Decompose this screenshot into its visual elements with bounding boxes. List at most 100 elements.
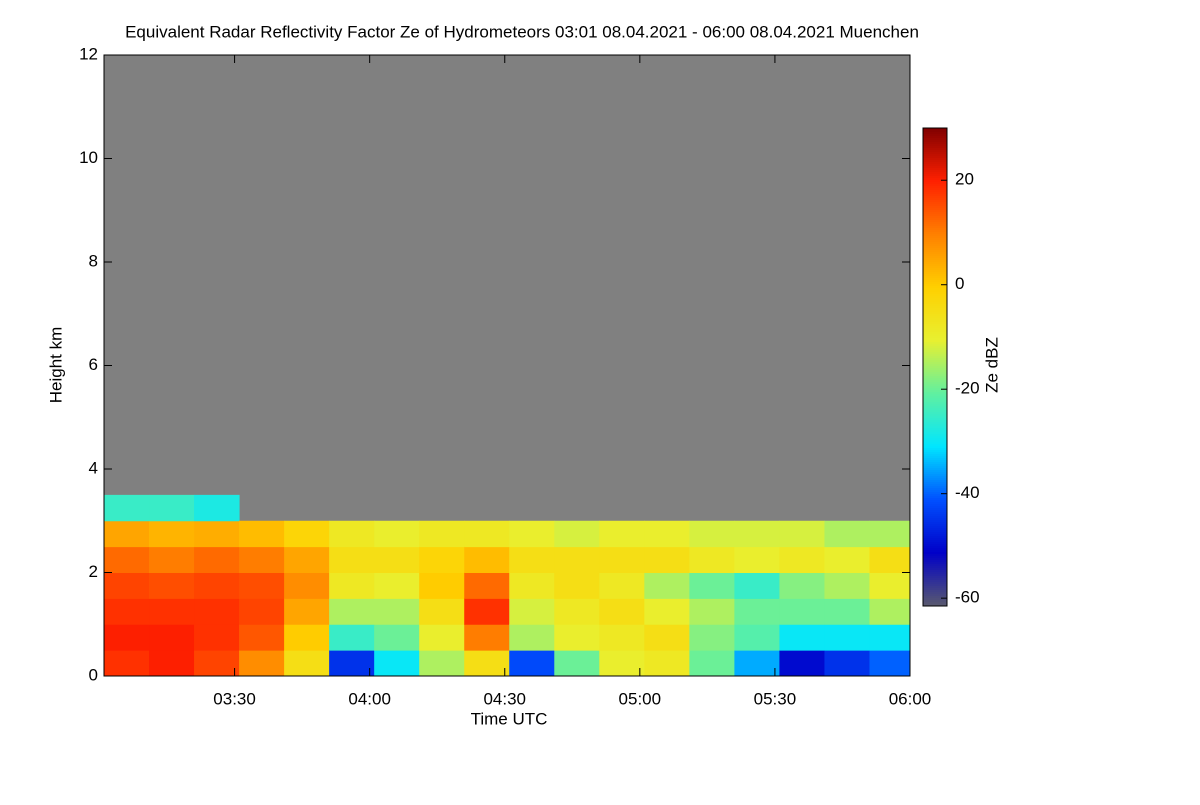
colorbar-swatch — [923, 372, 947, 375]
heatmap-cell — [734, 520, 780, 548]
heatmap-cell — [509, 520, 555, 548]
heatmap-cell — [329, 650, 375, 676]
heatmap-cell — [824, 598, 870, 625]
colorbar-swatch — [923, 306, 947, 309]
colorbar-swatch — [923, 332, 947, 335]
colorbar-frame — [922, 127, 948, 607]
y-axis-label: Height km — [46, 327, 65, 404]
heatmap-cell — [284, 598, 330, 625]
heatmap-cell — [734, 624, 780, 651]
heatmap-cell — [779, 520, 825, 548]
colorbar-swatch — [923, 408, 947, 411]
heatmap-cell — [734, 598, 780, 625]
colorbar-swatch — [923, 524, 947, 527]
colorbar-swatch — [923, 360, 947, 363]
colorbar-swatch — [923, 460, 947, 463]
colorbar-swatch — [923, 484, 947, 487]
heatmap-cell — [104, 598, 150, 625]
x-tick-label: 05:00 — [619, 689, 662, 708]
colorbar-swatch — [923, 324, 947, 327]
colorbar-swatch — [923, 150, 947, 153]
colorbar-swatch — [923, 210, 947, 213]
heatmap-cell — [509, 546, 555, 573]
colorbar-swatch — [923, 526, 947, 529]
heatmap-cell — [824, 546, 870, 573]
colorbar-swatch — [923, 346, 947, 349]
colorbar-swatch — [923, 340, 947, 343]
colorbar-swatch — [923, 256, 947, 259]
colorbar-swatch — [923, 316, 947, 319]
heatmap-cell — [194, 494, 240, 522]
colorbar-swatch — [923, 456, 947, 459]
colorbar-swatch — [923, 574, 947, 577]
heatmap-cell — [509, 650, 555, 676]
colorbar-swatch — [923, 302, 947, 305]
colorbar-swatch — [923, 508, 947, 511]
colorbar-swatch — [923, 180, 947, 183]
colorbar-swatch — [923, 234, 947, 237]
heatmap-cell — [869, 624, 910, 651]
colorbar-swatch — [923, 344, 947, 347]
colorbar-swatch — [923, 500, 947, 503]
colorbar-swatch — [923, 146, 947, 149]
colorbar-swatch — [923, 592, 947, 595]
colorbar-swatch — [923, 250, 947, 253]
colorbar-swatch — [923, 402, 947, 405]
heatmap-cell — [734, 650, 780, 676]
heatmap-cell — [779, 546, 825, 573]
colorbar-swatch — [923, 442, 947, 445]
colorbar-swatch — [923, 562, 947, 565]
colorbar-swatch — [923, 268, 947, 271]
colorbar-swatch — [923, 552, 947, 555]
heatmap-cell — [869, 598, 910, 625]
colorbar-swatch — [923, 510, 947, 513]
colorbar-swatch — [923, 566, 947, 569]
x-tick-label: 04:30 — [483, 689, 526, 708]
heatmap-cell — [419, 624, 465, 651]
heatmap-cell — [374, 546, 420, 573]
heatmap-cell — [734, 572, 780, 599]
colorbar-swatch — [923, 158, 947, 161]
heatmap-cell — [194, 650, 240, 676]
colorbar-swatch — [923, 230, 947, 233]
colorbar-swatch — [923, 516, 947, 519]
colorbar-swatch — [923, 314, 947, 317]
heatmap-cell — [104, 572, 150, 599]
heatmap-cell — [194, 624, 240, 651]
heatmap-cell — [329, 546, 375, 573]
heatmap-cell — [374, 572, 420, 599]
colorbar-swatch — [923, 274, 947, 277]
colorbar-swatch — [923, 186, 947, 189]
heatmap-cell — [554, 546, 600, 573]
colorbar-swatch — [923, 288, 947, 291]
colorbar-swatch — [923, 384, 947, 387]
colorbar-swatch — [923, 194, 947, 197]
colorbar-swatch — [923, 308, 947, 311]
colorbar-swatch — [923, 304, 947, 307]
heatmap-cell — [284, 546, 330, 573]
heatmap-cell — [284, 624, 330, 651]
colorbar-swatch — [923, 518, 947, 521]
heatmap-cell — [284, 520, 330, 548]
heatmap-cell — [689, 598, 735, 625]
colorbar-swatch — [923, 446, 947, 449]
heatmap-cell — [149, 624, 195, 651]
colorbar-swatch — [923, 214, 947, 217]
heatmap-cell — [464, 650, 510, 676]
heatmap-cell — [554, 598, 600, 625]
colorbar-swatch — [923, 348, 947, 351]
colorbar-swatch — [923, 480, 947, 483]
colorbar-swatch — [923, 514, 947, 517]
colorbar-swatch — [923, 322, 947, 325]
x-tick-label: 06:00 — [889, 689, 932, 708]
colorbar-swatch — [923, 188, 947, 191]
colorbar-swatch — [923, 448, 947, 451]
colorbar-swatch — [923, 198, 947, 201]
colorbar-swatch — [923, 334, 947, 337]
colorbar-swatch — [923, 438, 947, 441]
colorbar-swatch — [923, 240, 947, 243]
colorbar-swatch — [923, 136, 947, 139]
heatmap-cell — [554, 572, 600, 599]
heatmap-cell — [239, 598, 285, 625]
colorbar-swatch — [923, 338, 947, 341]
